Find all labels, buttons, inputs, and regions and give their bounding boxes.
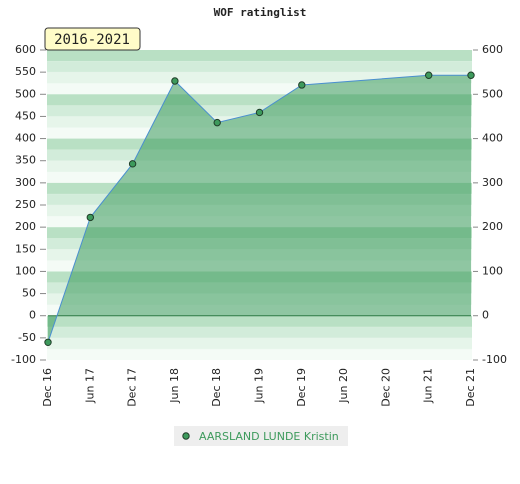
marker (255, 108, 264, 117)
area (48, 75, 471, 343)
x-tick-label: Dec 16 (41, 368, 54, 407)
y-tick-label: 250 (15, 198, 36, 211)
y-tick-label: 0 (29, 309, 36, 322)
x-tick-label: Jun 20 (337, 368, 350, 404)
marker (86, 213, 95, 222)
y-tick-label: 150 (15, 242, 36, 255)
y-tick-label: -50 (18, 331, 36, 344)
y2-tick-label: 500 (482, 87, 503, 100)
y2-tick-label: 100 (482, 264, 503, 277)
annotation-box (44, 27, 141, 51)
x-tick-label: Dec 20 (379, 368, 392, 407)
y-tick-label: 300 (15, 176, 36, 189)
x-tick-label: Dec 17 (126, 368, 139, 407)
x-tick-label: Dec 21 (464, 368, 477, 407)
x-tick-label: Dec 19 (295, 368, 308, 407)
x-tick-label: Dec 18 (210, 368, 223, 407)
y-tick-label: 200 (15, 220, 36, 233)
y-tick-label: 350 (15, 154, 36, 167)
x-tick-label: Jun 17 (83, 368, 96, 404)
y-tick-label: -100 (11, 353, 36, 366)
y-tick-label: 550 (15, 65, 36, 78)
y2-tick-label: 0 (482, 309, 489, 322)
y-tick-label: 450 (15, 109, 36, 122)
y-tick-label: 400 (15, 132, 36, 145)
marker (425, 71, 433, 79)
y2-tick-label: 400 (482, 132, 503, 145)
y-tick-label: 500 (15, 87, 36, 100)
y2-tick-label: 200 (482, 220, 503, 233)
chart-title: WOF ratinglist (214, 6, 307, 19)
legend-label: AARSLAND LUNDE Kristin (199, 430, 339, 443)
y2-tick-label: 600 (482, 43, 503, 56)
x-tick-label: Jun 19 (253, 368, 266, 404)
y2-tick-label: -100 (482, 353, 507, 366)
y-tick-label: 600 (15, 43, 36, 56)
legend-box (174, 426, 348, 446)
marker (467, 71, 475, 79)
marker (44, 338, 52, 346)
marker (128, 160, 137, 168)
marker (171, 77, 179, 85)
y2-tick-label: 300 (482, 176, 503, 189)
y-tick-label: 50 (22, 287, 36, 300)
x-tick-label: Jun 18 (168, 368, 181, 404)
x-tick-label: Jun 21 (422, 368, 435, 404)
legend-marker (182, 432, 190, 440)
marker (213, 118, 221, 127)
marker (298, 81, 306, 89)
annotation: 2016-2021 (54, 32, 130, 48)
y-tick-label: 100 (15, 264, 36, 277)
